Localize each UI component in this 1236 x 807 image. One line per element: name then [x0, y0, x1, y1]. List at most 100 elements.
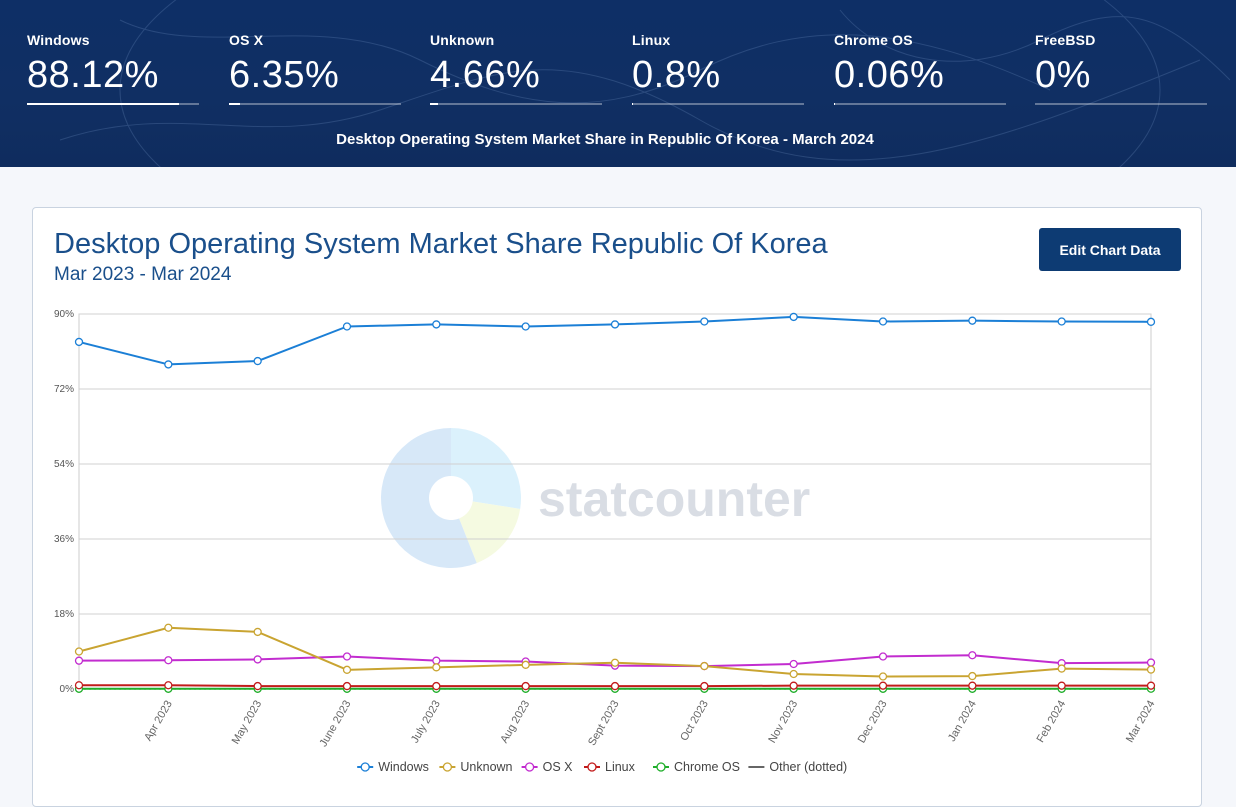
stat-bar-track — [632, 103, 804, 105]
stats-row: Windows 88.12% OS X 6.35% Unknown 4.66% … — [27, 32, 1217, 107]
legend-label-linux[interactable]: Linux — [605, 760, 636, 774]
legend-label-unknown[interactable]: Unknown — [460, 760, 512, 774]
data-point-windows[interactable] — [433, 321, 440, 328]
data-point-windows[interactable] — [165, 361, 172, 368]
stat-name: OS X — [229, 32, 263, 48]
data-point-linux[interactable] — [1148, 682, 1155, 689]
legend-label-os-x[interactable]: OS X — [543, 760, 574, 774]
stat-bar-fill — [229, 103, 240, 105]
data-point-windows[interactable] — [254, 358, 261, 365]
data-point-os-x[interactable] — [165, 657, 172, 664]
stat-value: 6.35% — [229, 54, 339, 97]
stat-name: Windows — [27, 32, 90, 48]
data-point-windows[interactable] — [701, 318, 708, 325]
stat-value: 0.8% — [632, 54, 721, 97]
data-point-unknown[interactable] — [254, 628, 261, 635]
data-point-windows[interactable] — [76, 338, 83, 345]
stat-bar-track — [1035, 103, 1207, 105]
legend-marker-os-x[interactable] — [526, 763, 534, 771]
data-point-unknown[interactable] — [1058, 665, 1065, 672]
data-point-linux[interactable] — [790, 682, 797, 689]
stat-value: 0.06% — [834, 54, 944, 97]
data-point-windows[interactable] — [790, 313, 797, 320]
stat-windows: Windows 88.12% — [27, 32, 199, 105]
stat-name: FreeBSD — [1035, 32, 1096, 48]
data-point-unknown[interactable] — [880, 673, 887, 680]
y-tick-label: 72% — [54, 384, 74, 395]
stat-bar-track — [27, 103, 199, 105]
x-tick-label: June 2023 — [318, 699, 354, 750]
y-tick-label: 18% — [54, 609, 74, 620]
data-point-unknown[interactable] — [1148, 666, 1155, 673]
legend-marker-windows[interactable] — [361, 763, 369, 771]
y-tick-label: 0% — [60, 684, 75, 695]
watermark-text: statcounter — [538, 471, 810, 527]
data-point-linux[interactable] — [165, 682, 172, 689]
data-point-os-x[interactable] — [254, 656, 261, 663]
legend-label-chrome-os[interactable]: Chrome OS — [674, 760, 740, 774]
data-point-windows[interactable] — [522, 323, 529, 330]
data-point-linux[interactable] — [880, 682, 887, 689]
x-tick-label: Aug 2023 — [498, 699, 532, 746]
data-point-unknown[interactable] — [790, 671, 797, 678]
stat-bar-fill — [430, 103, 438, 105]
data-point-windows[interactable] — [1058, 318, 1065, 325]
x-tick-label: Nov 2023 — [766, 699, 800, 746]
stat-bar-fill — [632, 103, 633, 105]
stat-value: 88.12% — [27, 54, 159, 97]
data-point-linux[interactable] — [1058, 682, 1065, 689]
data-point-os-x[interactable] — [969, 652, 976, 659]
stat-bar-track — [229, 103, 401, 105]
data-point-windows[interactable] — [612, 321, 619, 328]
x-tick-label: July 2023 — [409, 699, 443, 746]
data-point-unknown[interactable] — [522, 661, 529, 668]
data-point-os-x[interactable] — [344, 653, 351, 660]
data-point-unknown[interactable] — [165, 624, 172, 631]
data-point-linux[interactable] — [701, 683, 708, 690]
legend-label-windows[interactable]: Windows — [378, 760, 429, 774]
data-point-windows[interactable] — [969, 317, 976, 324]
stat-value: 4.66% — [430, 54, 540, 97]
data-point-linux[interactable] — [344, 683, 351, 690]
legend-marker-linux[interactable] — [588, 763, 596, 771]
data-point-windows[interactable] — [880, 318, 887, 325]
data-point-unknown[interactable] — [612, 659, 619, 666]
data-point-os-x[interactable] — [76, 657, 83, 664]
data-point-os-x[interactable] — [790, 661, 797, 668]
data-point-unknown[interactable] — [433, 664, 440, 671]
data-point-os-x[interactable] — [880, 653, 887, 660]
banner-title: Desktop Operating System Market Share in… — [0, 131, 1210, 148]
data-point-linux[interactable] — [254, 683, 261, 690]
data-point-os-x[interactable] — [1148, 659, 1155, 666]
x-tick-label: Dec 2023 — [856, 699, 890, 746]
data-point-linux[interactable] — [76, 682, 83, 689]
x-tick-label: Sept 2023 — [586, 699, 621, 748]
legend-marker-chrome-os[interactable] — [657, 763, 665, 771]
data-point-unknown[interactable] — [344, 666, 351, 673]
data-point-windows[interactable] — [344, 323, 351, 330]
x-tick-label: Mar 2024 — [1124, 699, 1158, 745]
stat-name: Linux — [632, 32, 670, 48]
data-point-os-x[interactable] — [433, 657, 440, 664]
stat-osx: OS X 6.35% — [229, 32, 401, 105]
stat-value: 0% — [1035, 54, 1091, 97]
data-point-windows[interactable] — [1148, 318, 1155, 325]
y-tick-label: 36% — [54, 534, 74, 545]
x-tick-label: Apr 2023 — [142, 699, 175, 744]
data-point-unknown[interactable] — [76, 648, 83, 655]
x-tick-label: Jan 2024 — [946, 699, 979, 744]
legend-marker-unknown[interactable] — [443, 763, 451, 771]
stat-freebsd: FreeBSD 0% — [1035, 32, 1207, 105]
stat-name: Unknown — [430, 32, 494, 48]
data-point-unknown[interactable] — [969, 673, 976, 680]
legend-label-other-dotted[interactable]: Other (dotted) — [769, 760, 847, 774]
stat-name: Chrome OS — [834, 32, 913, 48]
data-point-linux[interactable] — [612, 683, 619, 690]
y-tick-label: 90% — [54, 309, 74, 320]
data-point-linux[interactable] — [433, 683, 440, 690]
data-point-linux[interactable] — [522, 683, 529, 690]
data-point-unknown[interactable] — [701, 663, 708, 670]
data-point-linux[interactable] — [969, 682, 976, 689]
stat-linux: Linux 0.8% — [632, 32, 804, 105]
